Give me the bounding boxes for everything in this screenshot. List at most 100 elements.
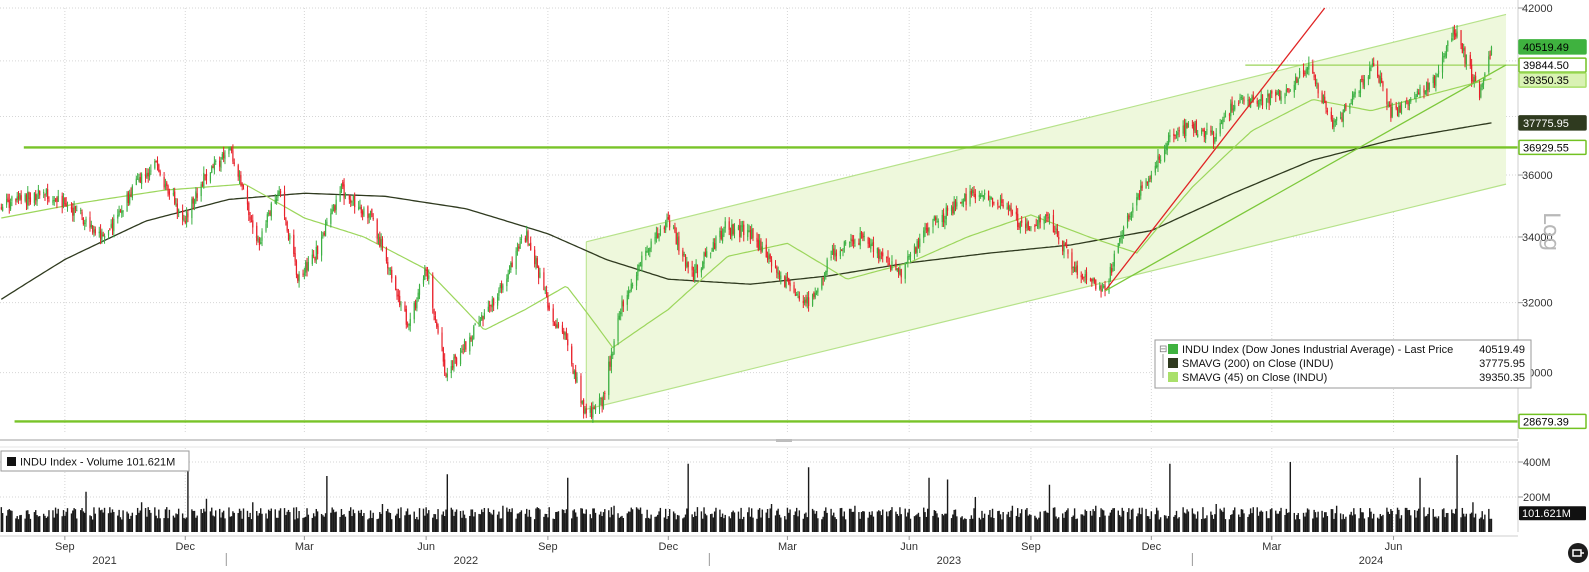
- month-tick-label: Jun: [417, 541, 435, 553]
- volume-bar: [915, 515, 917, 532]
- volume-bar: [1110, 509, 1113, 532]
- volume-bar: [121, 519, 123, 532]
- volume-bar: [451, 509, 454, 532]
- volume-bar: [184, 518, 186, 532]
- volume-bar: [637, 508, 639, 532]
- legend-collapse-icon[interactable]: ⊟: [1159, 344, 1167, 355]
- volume-bar: [1376, 517, 1379, 532]
- volume-bar: [1121, 507, 1123, 532]
- candle-body: [1441, 57, 1444, 73]
- candle-body: [1363, 79, 1366, 87]
- candle-body: [510, 262, 512, 271]
- volume-bar: [279, 508, 282, 532]
- candle-body: [135, 178, 137, 185]
- candle-body: [1399, 105, 1401, 113]
- candle-body: [852, 239, 855, 244]
- candle-body: [859, 232, 861, 246]
- channel-lower-line: [586, 183, 1507, 410]
- volume-bar: [888, 511, 891, 532]
- volume-bar: [941, 513, 943, 532]
- volume-bar: [103, 507, 106, 532]
- volume-tick-label: 200M: [1523, 492, 1551, 504]
- volume-bar: [332, 509, 335, 532]
- volume-bar: [462, 510, 464, 532]
- volume-bar: [1243, 513, 1245, 532]
- candle-body: [1194, 123, 1196, 133]
- volume-bar: [703, 507, 705, 532]
- candle-body: [1284, 93, 1286, 99]
- candle-body: [545, 291, 548, 297]
- candle-body: [405, 309, 407, 325]
- candle-body: [1021, 220, 1023, 223]
- volume-bar: [1006, 514, 1008, 532]
- candle-body: [1269, 92, 1272, 103]
- candle-body: [168, 191, 170, 195]
- candle-body: [1019, 222, 1021, 229]
- volume-bar: [721, 513, 724, 532]
- candle-body: [714, 243, 716, 250]
- candle-body: [1252, 95, 1254, 100]
- candle-body: [1490, 46, 1493, 56]
- volume-bar: [622, 517, 625, 532]
- candle-body: [945, 207, 947, 220]
- volume-bar: [83, 512, 86, 532]
- volume-bar: [752, 517, 754, 532]
- volume-bar: [1415, 517, 1417, 532]
- volume-bar: [90, 516, 93, 532]
- candle-body: [35, 194, 37, 201]
- candle-body: [1185, 122, 1187, 137]
- volume-bar: [1380, 516, 1383, 532]
- volume-bar: [191, 509, 193, 532]
- volume-bar: [98, 507, 100, 532]
- candle-body: [66, 205, 69, 208]
- candle-body: [1304, 73, 1306, 75]
- panel-resize-handle[interactable]: [776, 439, 792, 442]
- candle-body: [183, 218, 185, 221]
- volume-bar: [1186, 509, 1188, 532]
- candle-body: [1437, 70, 1440, 75]
- candle-body: [776, 267, 778, 273]
- candle-body: [1377, 66, 1379, 77]
- volume-bar: [519, 512, 521, 532]
- candle-body: [576, 376, 578, 383]
- candle-body: [0, 207, 2, 209]
- candle-body: [1324, 96, 1326, 104]
- candle-body: [428, 275, 430, 279]
- volume-bar: [1, 513, 4, 532]
- volume-bar: [416, 516, 418, 532]
- legend-label-sma200: SMAVG (200) on Close (INDU): [1182, 358, 1333, 370]
- volume-bar: [823, 510, 826, 532]
- volume-bar: [1279, 511, 1281, 532]
- volume-bar: [1091, 515, 1093, 532]
- candle-body: [25, 195, 28, 205]
- volume-bar: [1083, 515, 1085, 532]
- candle-body: [555, 323, 557, 328]
- candle-body: [1455, 33, 1457, 37]
- candle-body: [1322, 94, 1325, 103]
- month-tick-label: Mar: [295, 541, 314, 553]
- volume-bar: [527, 516, 529, 532]
- candle-body: [426, 269, 429, 280]
- candle-body: [520, 239, 523, 241]
- candle-body: [811, 294, 814, 306]
- candle-body: [1298, 70, 1301, 78]
- candle-body: [733, 228, 736, 234]
- volume-bar: [183, 517, 185, 532]
- volume-bar: [997, 511, 999, 532]
- candle-body: [1349, 103, 1351, 109]
- candle-body: [1220, 123, 1223, 125]
- candle-body: [1046, 214, 1048, 217]
- volume-bar: [413, 511, 415, 532]
- panel-divider[interactable]: [0, 439, 1518, 448]
- candle-body: [695, 263, 697, 270]
- candle-body: [936, 220, 938, 222]
- volume-bar: [351, 516, 353, 532]
- volume-bar: [1093, 511, 1096, 532]
- chart-options-icon[interactable]: [1568, 543, 1588, 563]
- candle-body: [1173, 133, 1175, 136]
- volume-bar: [360, 509, 362, 532]
- volume-bar: [1257, 515, 1260, 532]
- candle-body: [1287, 88, 1289, 90]
- candle-body: [784, 276, 786, 287]
- candle-body: [1325, 100, 1327, 109]
